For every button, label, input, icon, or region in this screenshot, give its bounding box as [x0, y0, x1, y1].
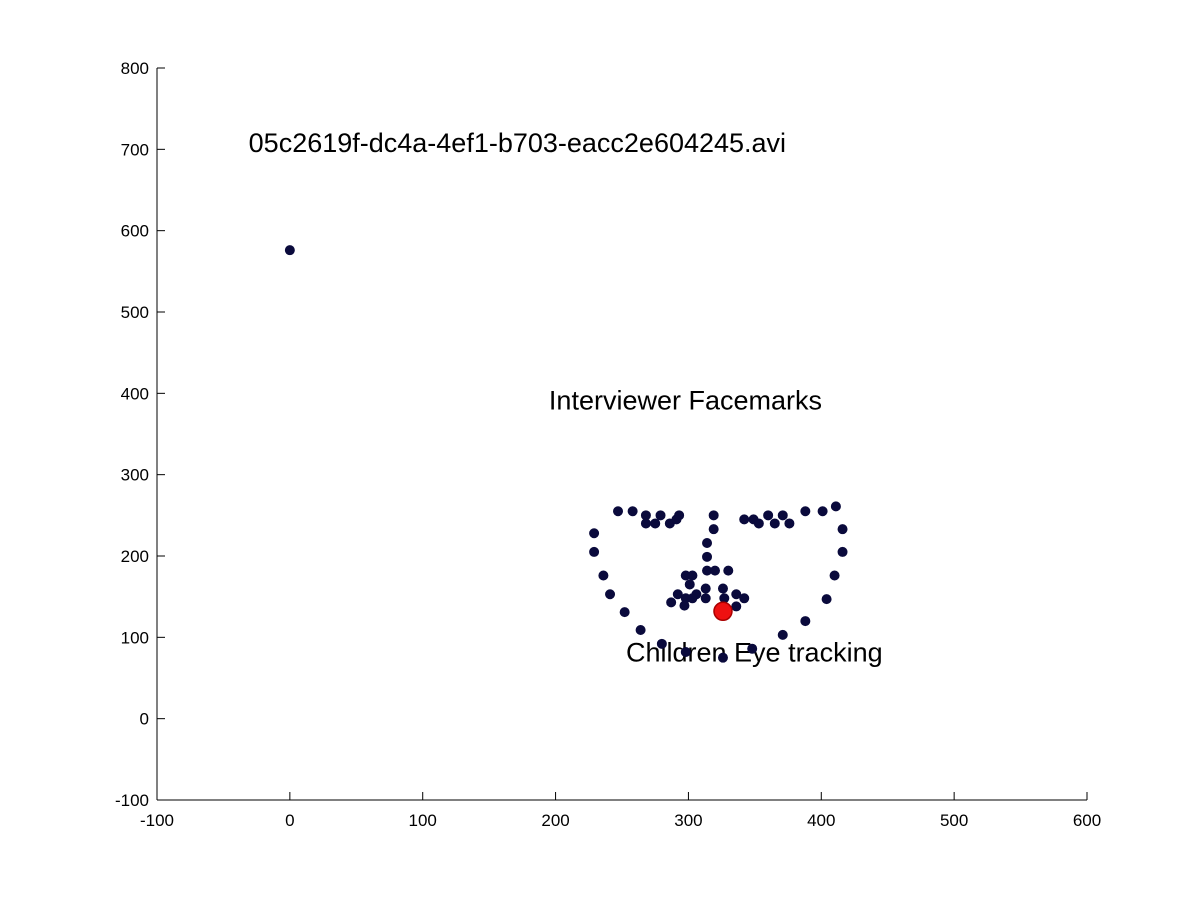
facemark-point	[708, 510, 719, 521]
y-tick-label: -100	[115, 791, 149, 810]
y-tick-label: 700	[121, 140, 149, 159]
eye-tracking-point	[713, 601, 733, 622]
facemark-point	[284, 245, 295, 256]
facemark-point	[817, 506, 828, 517]
facemark-point	[671, 514, 682, 525]
y-tick-label: 100	[121, 628, 149, 647]
x-tick-label: 500	[940, 811, 968, 830]
facemark-point	[717, 652, 728, 663]
x-tick-label: 100	[409, 811, 437, 830]
facemark-point	[769, 518, 780, 529]
facemark-point	[777, 510, 788, 521]
chart-annotations: 05c2619f-dc4a-4ef1-b703-eacc2e604245.avi…	[249, 128, 883, 668]
facemark-point	[723, 565, 734, 576]
facemark-point	[710, 565, 721, 576]
facemark-point	[700, 593, 711, 604]
video-filename-label: 05c2619f-dc4a-4ef1-b703-eacc2e604245.avi	[249, 128, 786, 158]
facemark-point	[687, 593, 698, 604]
facemark-point	[739, 514, 750, 525]
y-tick-label: 0	[140, 710, 149, 729]
facemark-point	[830, 501, 841, 512]
facemark-point	[784, 518, 795, 529]
facemark-point	[837, 546, 848, 557]
facemark-point	[800, 506, 811, 517]
facemark-point	[635, 625, 646, 636]
facemark-point	[719, 593, 730, 604]
facemark-point	[666, 597, 677, 608]
facemark-point	[800, 616, 811, 627]
x-tick-label: 400	[807, 811, 835, 830]
x-tick-label: 300	[674, 811, 702, 830]
facemark-point	[739, 593, 750, 604]
facemark-point	[747, 643, 758, 654]
facemark-point	[619, 607, 630, 618]
facemark-point	[613, 506, 624, 517]
chart-axes	[156, 68, 1087, 801]
facemark-point	[680, 646, 691, 657]
facemark-point	[837, 524, 848, 535]
facemark-point	[700, 583, 711, 594]
x-tick-label: 200	[541, 811, 569, 830]
x-tick-label: 0	[285, 811, 294, 830]
y-tick-label: 600	[121, 222, 149, 241]
facemark-point	[687, 570, 698, 581]
facemark-point	[753, 518, 764, 529]
facemark-point	[655, 510, 666, 521]
facemark-point	[708, 524, 719, 535]
facemark-point	[829, 570, 840, 581]
facemark-point	[731, 601, 742, 612]
facemark-point	[650, 518, 661, 529]
facemark-point	[702, 551, 713, 562]
facemark-point	[672, 589, 683, 600]
x-axis-ticks: -100 0 100 200 300 400 500 600	[140, 792, 1101, 830]
facemark-point	[598, 570, 609, 581]
facemark-point	[821, 594, 832, 605]
facemark-point	[589, 528, 600, 539]
facemark-point	[763, 510, 774, 521]
facemark-point	[656, 638, 667, 649]
y-axis-ticks: -100 0 100 200 300 400 500 600 700 800	[115, 59, 165, 810]
y-tick-label: 500	[121, 303, 149, 322]
facemark-point	[589, 546, 600, 557]
y-tick-label: 800	[121, 59, 149, 78]
facemark-point	[605, 589, 616, 600]
facemark-point	[627, 506, 638, 517]
facemark-point	[731, 589, 742, 600]
facemark-point	[777, 629, 788, 640]
data-points	[284, 245, 848, 663]
y-tick-label: 400	[121, 384, 149, 403]
y-tick-label: 300	[121, 466, 149, 485]
interviewer-facemarks-label: Interviewer Facemarks	[549, 386, 822, 416]
x-tick-label: 600	[1073, 811, 1101, 830]
facemark-point	[684, 579, 695, 590]
facemark-point	[702, 537, 713, 548]
facemark-point	[640, 518, 651, 529]
facemark-point	[717, 583, 728, 594]
y-tick-label: 200	[121, 547, 149, 566]
x-tick-label: -100	[140, 811, 174, 830]
